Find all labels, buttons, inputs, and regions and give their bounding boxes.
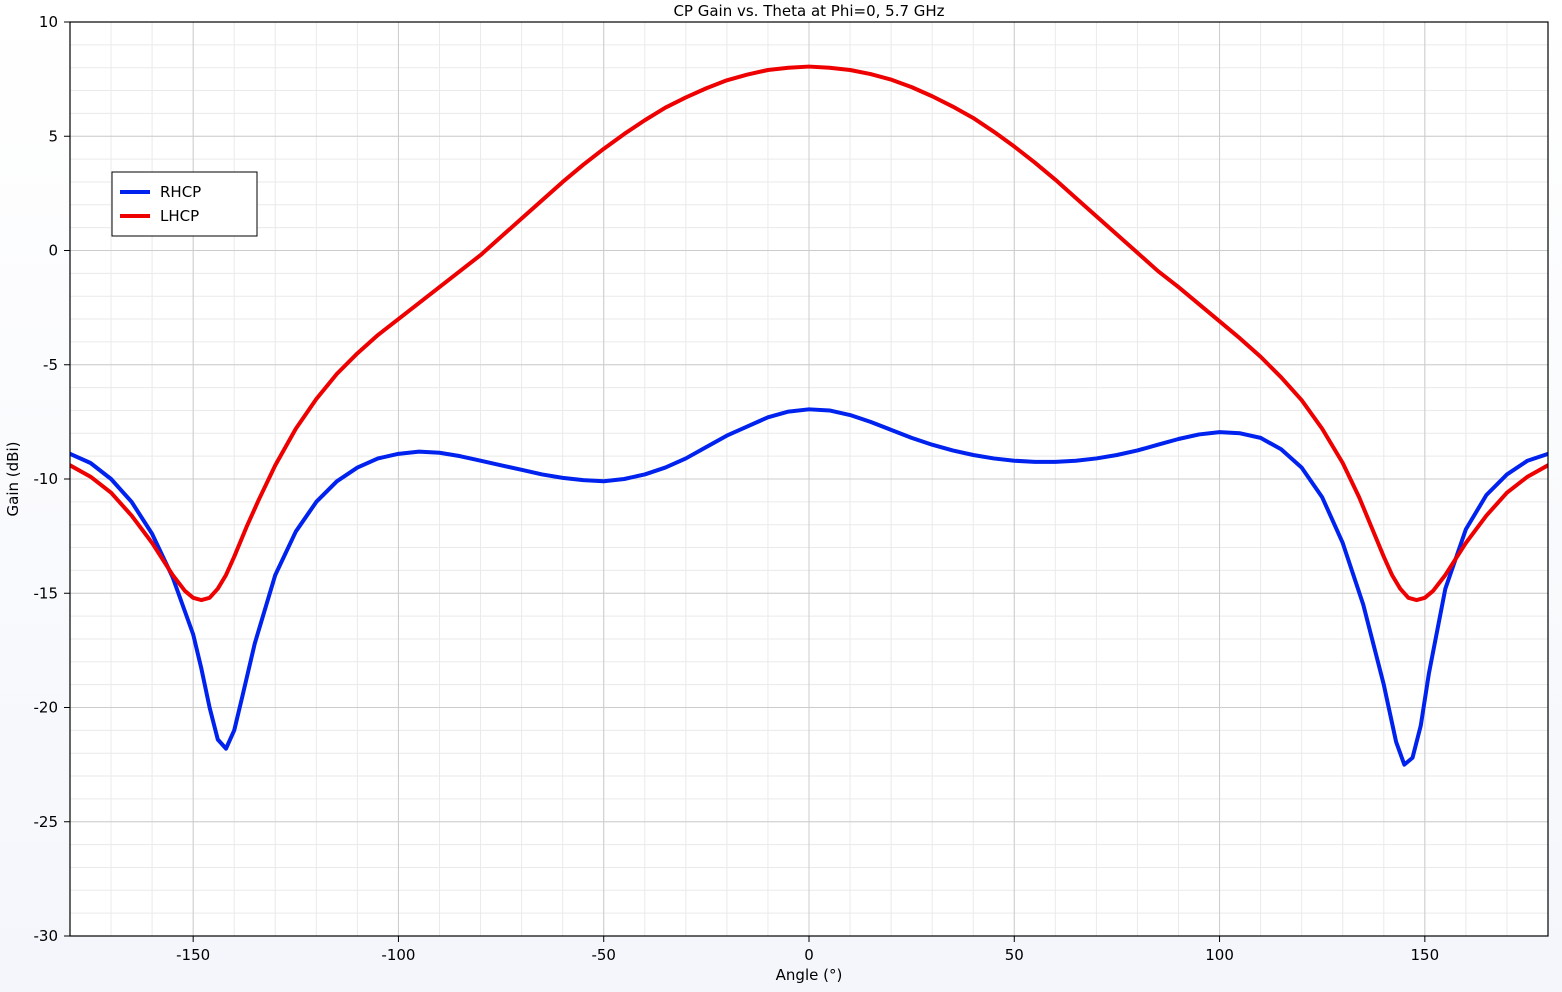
ytick-label: 10 [39, 13, 58, 31]
ytick-label: 0 [48, 242, 58, 260]
ytick-label: -30 [34, 927, 59, 945]
xtick-label: 150 [1411, 946, 1440, 964]
chart-svg: -150-100-50050100150-30-25-20-15-10-5051… [0, 0, 1562, 992]
legend: RHCP LHCP [112, 172, 257, 236]
ytick-label: -15 [34, 584, 59, 602]
xtick-label: 50 [1005, 946, 1024, 964]
y-axis-title: Gain (dBi) [4, 442, 22, 517]
xtick-label: -50 [591, 946, 616, 964]
ytick-label: -10 [34, 470, 59, 488]
gain-chart: -150-100-50050100150-30-25-20-15-10-5051… [0, 0, 1562, 992]
xtick-label: -150 [176, 946, 210, 964]
ytick-label: -5 [43, 356, 58, 374]
chart-title: CP Gain vs. Theta at Phi=0, 5.7 GHz [673, 2, 944, 20]
x-axis-title: Angle (°) [776, 966, 843, 984]
xtick-label: -100 [381, 946, 415, 964]
legend-label: LHCP [160, 207, 199, 225]
ytick-label: 5 [48, 127, 58, 145]
ytick-label: -20 [34, 699, 59, 717]
legend-label: RHCP [160, 183, 201, 201]
ytick-label: -25 [34, 813, 59, 831]
xtick-label: 100 [1205, 946, 1234, 964]
xtick-label: 0 [804, 946, 814, 964]
